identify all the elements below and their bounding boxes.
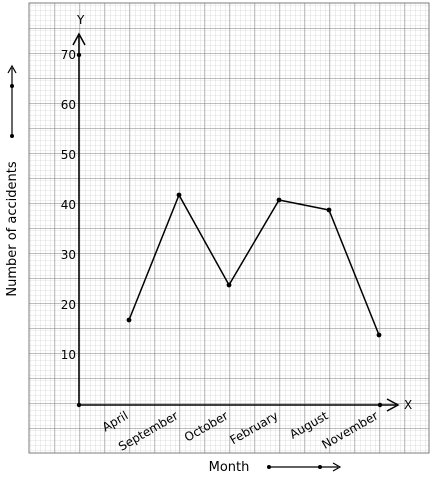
x-axis-end-point [377,402,383,408]
data-point [176,192,182,198]
x-axis-arrowhead [386,398,400,412]
graph-paper [28,2,430,454]
y-axis-arrowhead [72,32,86,46]
x-axis-letter: X [404,398,412,412]
y-tick-labels: 10 20 30 40 50 60 70 [61,48,82,362]
data-point [126,317,132,323]
x-direction-arrow [267,462,342,472]
series-polyline [128,194,380,336]
y-axis-letter: Y [76,13,85,27]
data-point [226,282,232,288]
data-point [276,197,282,203]
data-point [376,332,382,338]
x-axis-title: Month [209,460,250,475]
y-tick-label: 50 [61,148,76,162]
y-tick-label: 30 [61,248,76,262]
y-tick-label: 70 [61,48,76,62]
y-top-tick-point [76,52,82,58]
y-tick-label: 60 [61,98,76,112]
y-axis-title-group: Number of accidents [5,64,20,297]
axes: Y X [72,13,412,412]
y-tick-label: 40 [61,198,76,212]
y-direction-arrow [7,64,17,138]
y-tick-label: 20 [61,298,76,312]
y-tick-label: 10 [61,348,76,362]
data-point [326,207,332,213]
series-line [126,192,382,338]
origin-point [76,402,82,408]
y-axis-title: Number of accidents [5,161,20,296]
x-axis-title-group: Month [209,460,342,475]
